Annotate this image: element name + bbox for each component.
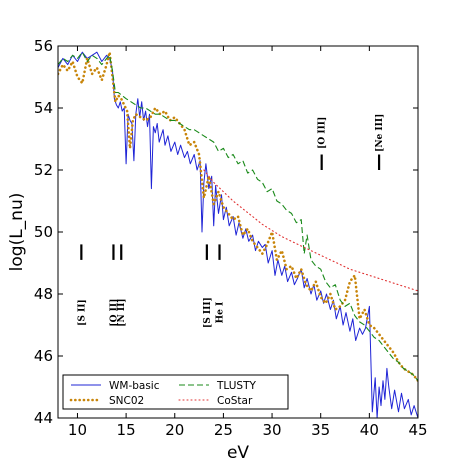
series-line-snc02 bbox=[58, 50, 418, 383]
line-label: [O III] bbox=[318, 117, 328, 149]
x-tick-label: 40 bbox=[360, 421, 379, 439]
series-line-wm-basic bbox=[58, 51, 418, 418]
legend-label: CoStar bbox=[217, 395, 253, 407]
x-tick-label: 30 bbox=[263, 421, 282, 439]
series-layer bbox=[58, 50, 418, 418]
legend-label: WM-basic bbox=[109, 380, 160, 392]
plot-frame bbox=[57, 45, 419, 419]
y-tick-label: 44 bbox=[34, 409, 53, 427]
line-label: [S II] bbox=[77, 299, 87, 326]
tick-layer: 10 15 20 25 30 35 40 45 44 46 48 50 52 54 56 bbox=[34, 37, 428, 439]
y-axis-title: log(L_nu) bbox=[7, 193, 27, 272]
y-tick-label: 50 bbox=[34, 223, 53, 241]
series-line-costar bbox=[203, 169, 418, 292]
y-tick-label: 56 bbox=[34, 37, 53, 55]
x-tick-label: 10 bbox=[68, 421, 87, 439]
x-tick-label: 20 bbox=[165, 421, 184, 439]
line-label: [O II] bbox=[109, 299, 119, 327]
legend-box bbox=[62, 374, 289, 410]
annotation-layer: [S II] [O II][N II] [S III] He I [O III] [Ne … bbox=[77, 114, 385, 328]
y-tick-label: 48 bbox=[34, 285, 53, 303]
y-tick-label: 52 bbox=[34, 161, 53, 179]
legend-label: TLUSTY bbox=[216, 380, 257, 392]
y-tick-label: 46 bbox=[34, 347, 53, 365]
x-tick-label: 45 bbox=[408, 421, 427, 439]
line-label: [N II] bbox=[117, 298, 127, 326]
x-tick-label: 15 bbox=[117, 421, 136, 439]
y-tick-label: 54 bbox=[34, 99, 53, 117]
x-tick-label: 25 bbox=[214, 421, 233, 439]
x-axis-title: eV bbox=[227, 443, 249, 463]
line-label: He I bbox=[216, 302, 226, 324]
series-line-tlusty bbox=[58, 51, 418, 382]
x-tick-label: 35 bbox=[311, 421, 330, 439]
line-label: [Ne III] bbox=[375, 114, 385, 152]
legend: WM-basic SNC02 TLUSTY CoStar bbox=[62, 374, 289, 410]
line-label: [S III] bbox=[203, 297, 213, 328]
legend-label: SNC02 bbox=[109, 395, 144, 407]
